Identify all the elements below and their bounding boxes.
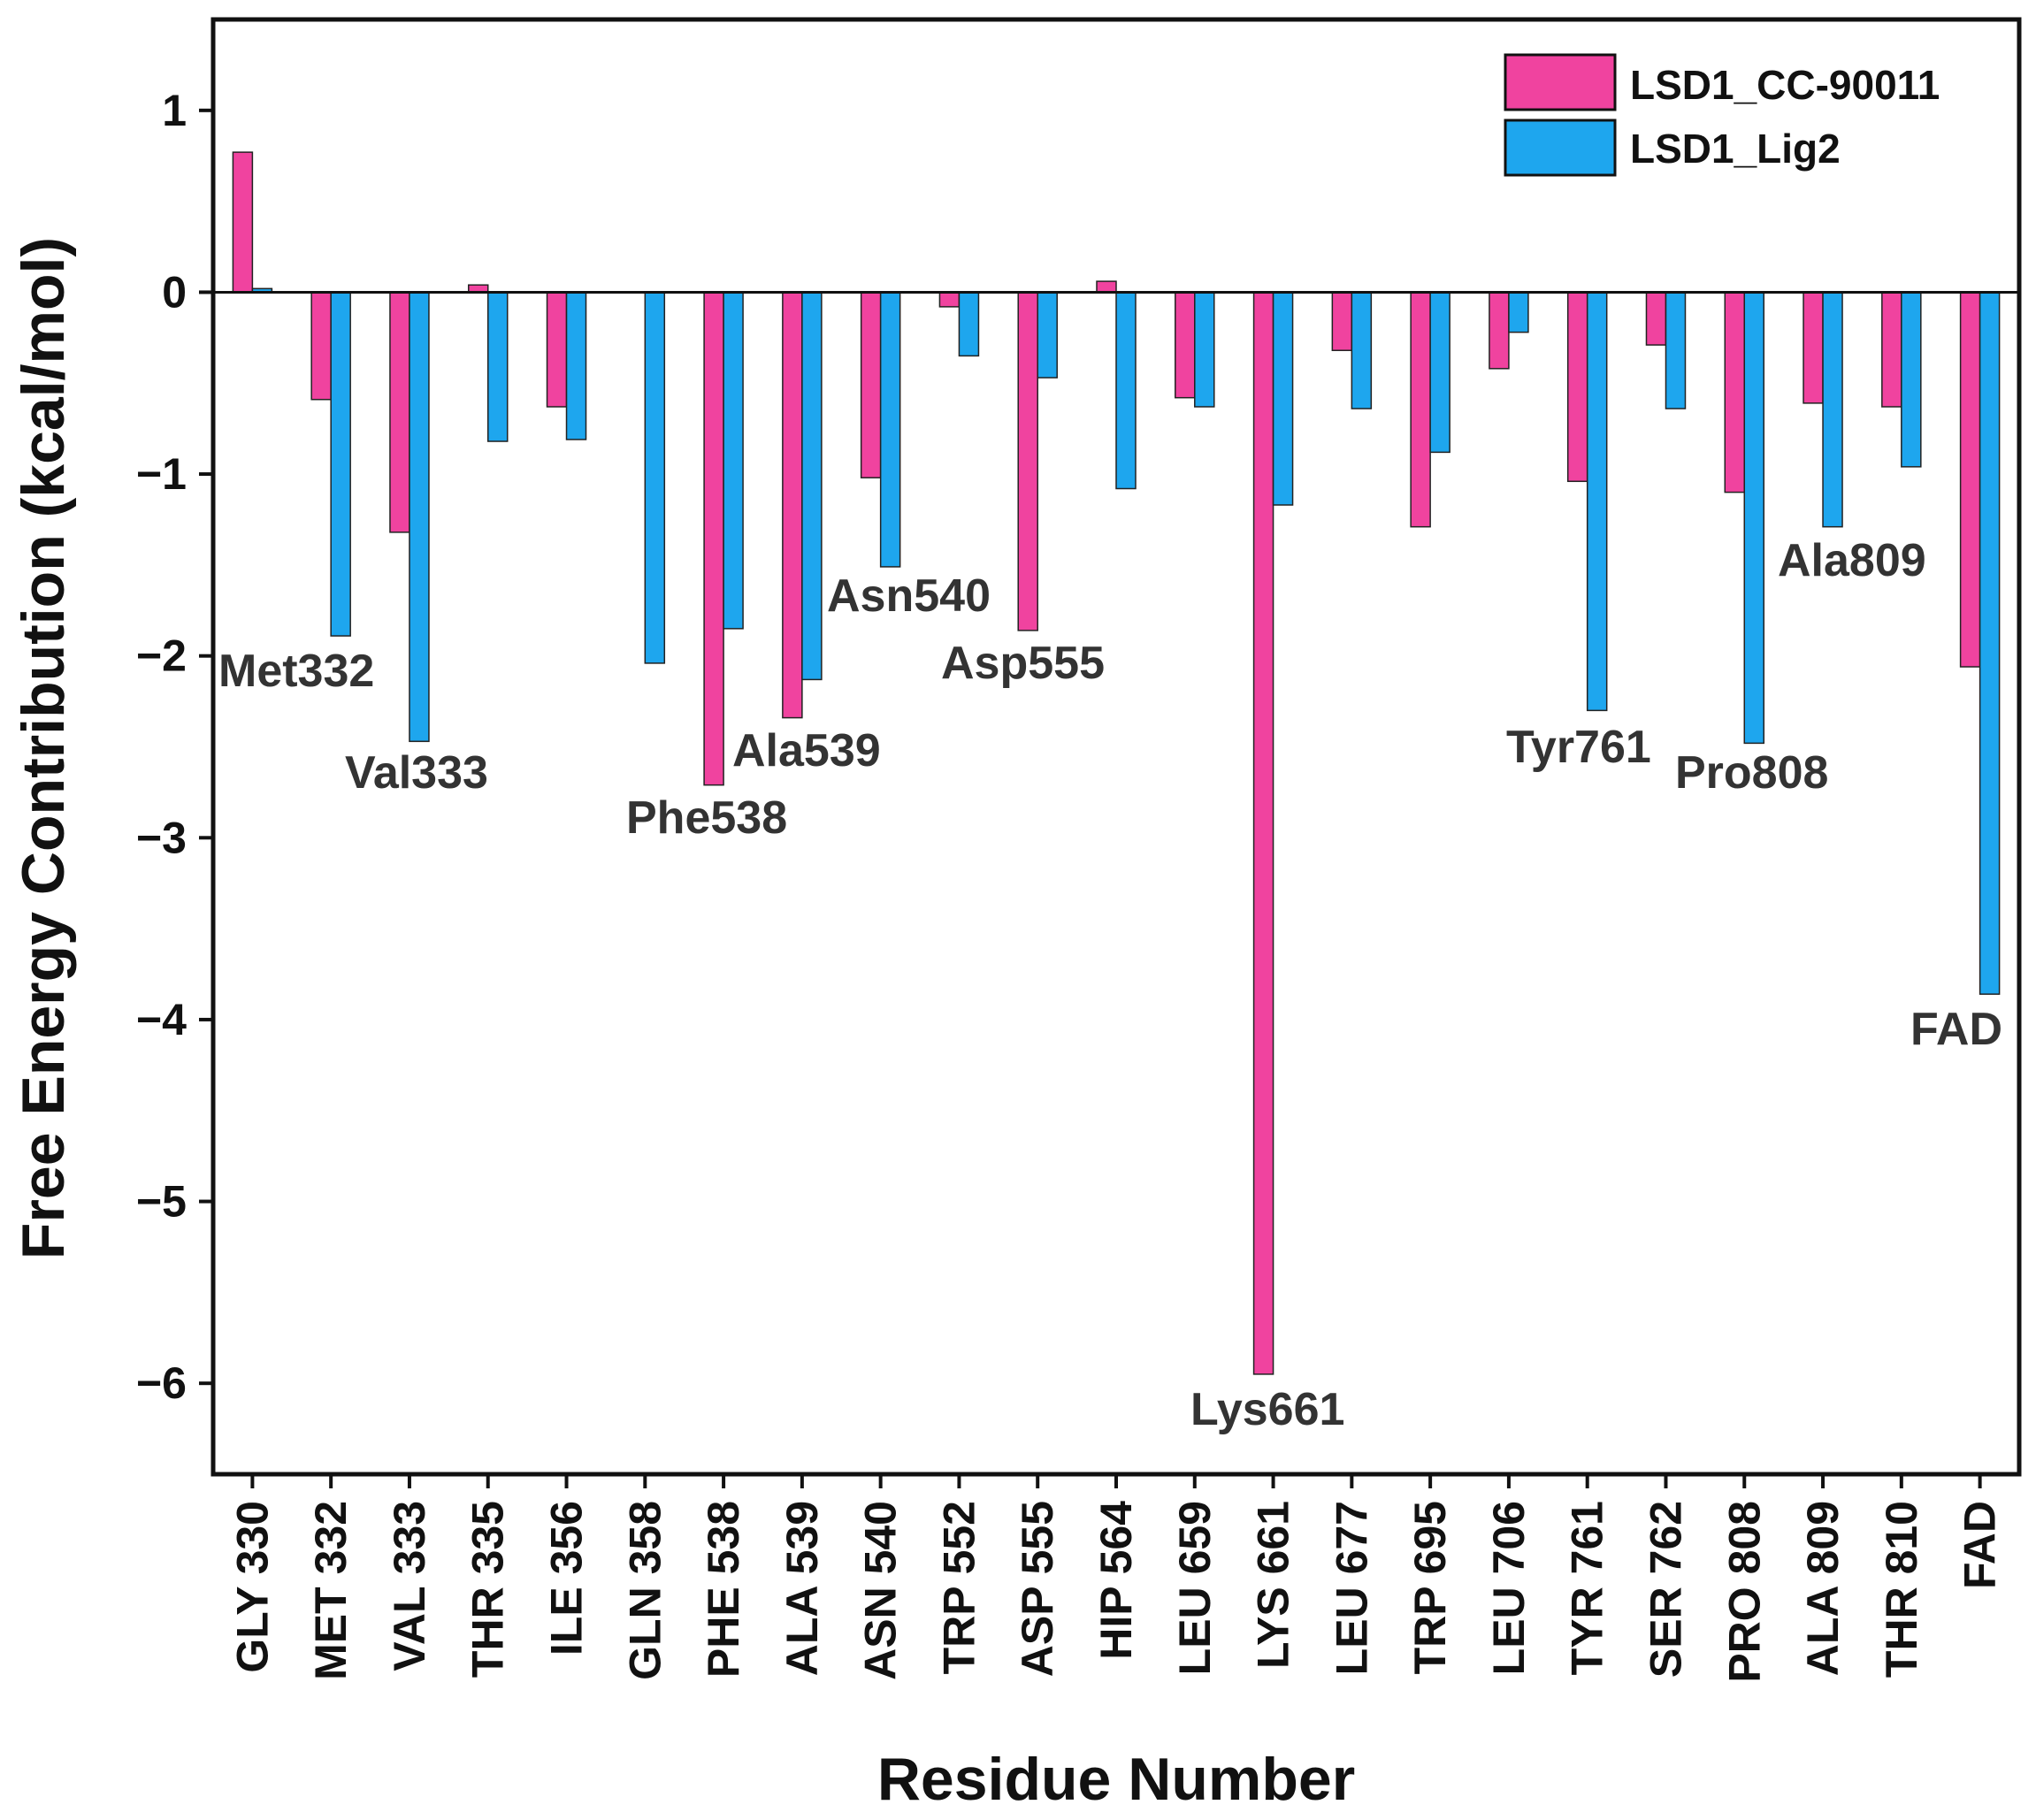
bar-lsd1-lig2-ser-762 bbox=[1665, 291, 1687, 409]
bar-lsd1-cc-90011-gly-330 bbox=[232, 151, 254, 294]
x-tick-label-ala-539: ALA 539 bbox=[777, 1501, 827, 1676]
annotation-ala809: Ala809 bbox=[1778, 535, 1926, 586]
annotation-val333: Val333 bbox=[345, 747, 488, 799]
bar-lsd1-cc-90011-ser-762 bbox=[1645, 291, 1667, 346]
bar-lsd1-cc-90011-trp-695 bbox=[1410, 291, 1431, 528]
annotation-ala539: Ala539 bbox=[732, 725, 881, 776]
bar-lsd1-lig2-leu-706 bbox=[1508, 291, 1529, 333]
bar-lsd1-lig2-thr-810 bbox=[1901, 291, 1922, 468]
y-axis: 1 0 −1 −2 −3 −4 −5 −6 bbox=[136, 86, 213, 1408]
y-tick-label: −4 bbox=[136, 995, 187, 1044]
y-tick-label: −6 bbox=[136, 1358, 187, 1408]
x-tick-label-ile-356: ILE 356 bbox=[542, 1501, 592, 1656]
y-tick-label: −1 bbox=[136, 449, 187, 499]
x-tick-label-leu-659: LEU 659 bbox=[1170, 1501, 1220, 1675]
bar-lsd1-lig2-fad bbox=[1979, 291, 2001, 995]
bar-lsd1-lig2-ala-809 bbox=[1822, 291, 1843, 528]
x-tick-label-gln-358: GLN 358 bbox=[620, 1501, 670, 1680]
x-tick-label-ser-762: SER 762 bbox=[1641, 1501, 1690, 1678]
bar-lsd1-lig2-trp-552 bbox=[958, 291, 980, 357]
x-tick-label-trp-552: TRP 552 bbox=[934, 1501, 984, 1674]
bar-lsd1-lig2-phe-538 bbox=[723, 291, 744, 630]
annotation-phe538: Phe538 bbox=[626, 792, 787, 844]
y-tick-label: −3 bbox=[136, 813, 187, 862]
x-axis-title: Residue Number bbox=[877, 1746, 1355, 1813]
bar-lsd1-cc-90011-phe-538 bbox=[703, 291, 724, 786]
bar-lsd1-lig2-leu-677 bbox=[1351, 291, 1373, 409]
bar-lsd1-lig2-asp-555 bbox=[1037, 291, 1058, 379]
bar-lsd1-cc-90011-thr-810 bbox=[1881, 291, 1902, 408]
bar-lsd1-cc-90011-pro-808 bbox=[1724, 291, 1746, 493]
bar-lsd1-cc-90011-val-333 bbox=[389, 291, 410, 533]
annotation-pro808: Pro808 bbox=[1675, 747, 1828, 799]
x-tick-label-phe-538: PHE 538 bbox=[699, 1501, 748, 1678]
bar-lsd1-lig2-pro-808 bbox=[1743, 291, 1765, 745]
bar-lsd1-cc-90011-leu-659 bbox=[1175, 291, 1196, 399]
bar-lsd1-lig2-gln-358 bbox=[644, 291, 666, 664]
bar-lsd1-lig2-asn-540 bbox=[879, 291, 901, 568]
bar-lsd1-lig2-val-333 bbox=[409, 291, 430, 743]
bar-lsd1-cc-90011-asn-540 bbox=[860, 291, 882, 478]
bar-lsd1-lig2-thr-335 bbox=[486, 291, 509, 442]
annotation-fad: FAD bbox=[1910, 1004, 2002, 1055]
bar-lsd1-cc-90011-fad bbox=[1959, 291, 1981, 668]
y-axis-title: Free Energy Contribution (kcal/mol) bbox=[10, 237, 77, 1259]
bar-lsd1-cc-90011-asp-555 bbox=[1017, 291, 1038, 631]
bar-lsd1-cc-90011-hip-564 bbox=[1096, 280, 1117, 294]
annotation-lys661: Lys661 bbox=[1190, 1384, 1344, 1435]
bar-lsd1-lig2-tyr-761 bbox=[1586, 291, 1608, 712]
bar-lsd1-lig2-hip-564 bbox=[1115, 291, 1137, 490]
bar-lsd1-lig2-leu-659 bbox=[1194, 291, 1215, 408]
bar-lsd1-lig2-ala-539 bbox=[801, 291, 823, 681]
x-tick-label-pro-808: PRO 808 bbox=[1719, 1501, 1769, 1683]
annotation-asp555: Asp555 bbox=[941, 638, 1105, 689]
annotations-group: Met332 Val333 Phe538 Ala539 Asn540 Asp55… bbox=[218, 535, 2002, 1435]
x-tick-label-gly-330: GLY 330 bbox=[227, 1501, 277, 1673]
legend-label-cc90011: LSD1_CC-90011 bbox=[1630, 62, 1940, 108]
annotation-tyr761: Tyr761 bbox=[1506, 722, 1651, 773]
x-axis: GLY 330 MET 332 VAL 333 THR 335 ILE 356 GLN 3… bbox=[227, 1474, 2005, 1683]
x-tick-label-asp-555: ASP 555 bbox=[1013, 1501, 1062, 1677]
bar-lsd1-cc-90011-ala-809 bbox=[1803, 291, 1824, 404]
x-tick-label-tyr-761: TYR 761 bbox=[1563, 1501, 1612, 1675]
x-tick-label-trp-695: TRP 695 bbox=[1405, 1501, 1455, 1674]
bar-lsd1-lig2-ile-356 bbox=[565, 291, 587, 440]
x-tick-label-thr-335: THR 335 bbox=[463, 1501, 513, 1678]
bar-lsd1-cc-90011-lys-661 bbox=[1252, 291, 1274, 1375]
x-tick-label-lys-661: LYS 661 bbox=[1249, 1501, 1298, 1669]
bar-lsd1-cc-90011-ile-356 bbox=[546, 291, 568, 408]
bar-lsd1-cc-90011-leu-677 bbox=[1331, 291, 1353, 351]
bar-lsd1-cc-90011-trp-552 bbox=[938, 291, 961, 308]
x-tick-label-val-333: VAL 333 bbox=[385, 1501, 434, 1671]
x-tick-label-leu-677: LEU 677 bbox=[1327, 1501, 1376, 1675]
bar-lsd1-cc-90011-tyr-761 bbox=[1566, 291, 1588, 483]
bar-lsd1-cc-90011-leu-706 bbox=[1489, 291, 1510, 370]
legend-swatch-lig2 bbox=[1504, 119, 1617, 177]
x-tick-label-leu-706: LEU 706 bbox=[1484, 1501, 1534, 1675]
annotation-met332: Met332 bbox=[218, 646, 374, 697]
bars-group bbox=[213, 151, 2019, 1375]
y-tick-label: 1 bbox=[162, 86, 187, 135]
x-tick-label-fad: FAD bbox=[1956, 1501, 2005, 1589]
bar-lsd1-lig2-lys-661 bbox=[1272, 291, 1294, 506]
bar-lsd1-lig2-met-332 bbox=[330, 291, 351, 637]
y-tick-label: −5 bbox=[136, 1177, 187, 1227]
legend-label-lig2: LSD1_Lig2 bbox=[1630, 126, 1841, 172]
bar-lsd1-lig2-trp-695 bbox=[1429, 291, 1450, 454]
legend-swatch-cc90011 bbox=[1504, 53, 1617, 111]
y-tick-label: 0 bbox=[162, 267, 187, 317]
y-tick-label: −2 bbox=[136, 631, 187, 681]
x-tick-label-asn-540: ASN 540 bbox=[856, 1501, 906, 1680]
bar-lsd1-cc-90011-met-332 bbox=[310, 291, 332, 401]
annotation-asn540: Asn540 bbox=[827, 570, 991, 622]
x-tick-label-hip-564: HIP 564 bbox=[1091, 1501, 1141, 1660]
bar-lsd1-cc-90011-ala-539 bbox=[782, 291, 803, 719]
legend: LSD1_CC-90011 LSD1_Lig2 bbox=[1504, 53, 1940, 177]
x-tick-label-thr-810: THR 810 bbox=[1877, 1501, 1926, 1678]
x-tick-label-met-332: MET 332 bbox=[306, 1501, 356, 1680]
x-tick-label-ala-809: ALA 809 bbox=[1798, 1501, 1848, 1676]
